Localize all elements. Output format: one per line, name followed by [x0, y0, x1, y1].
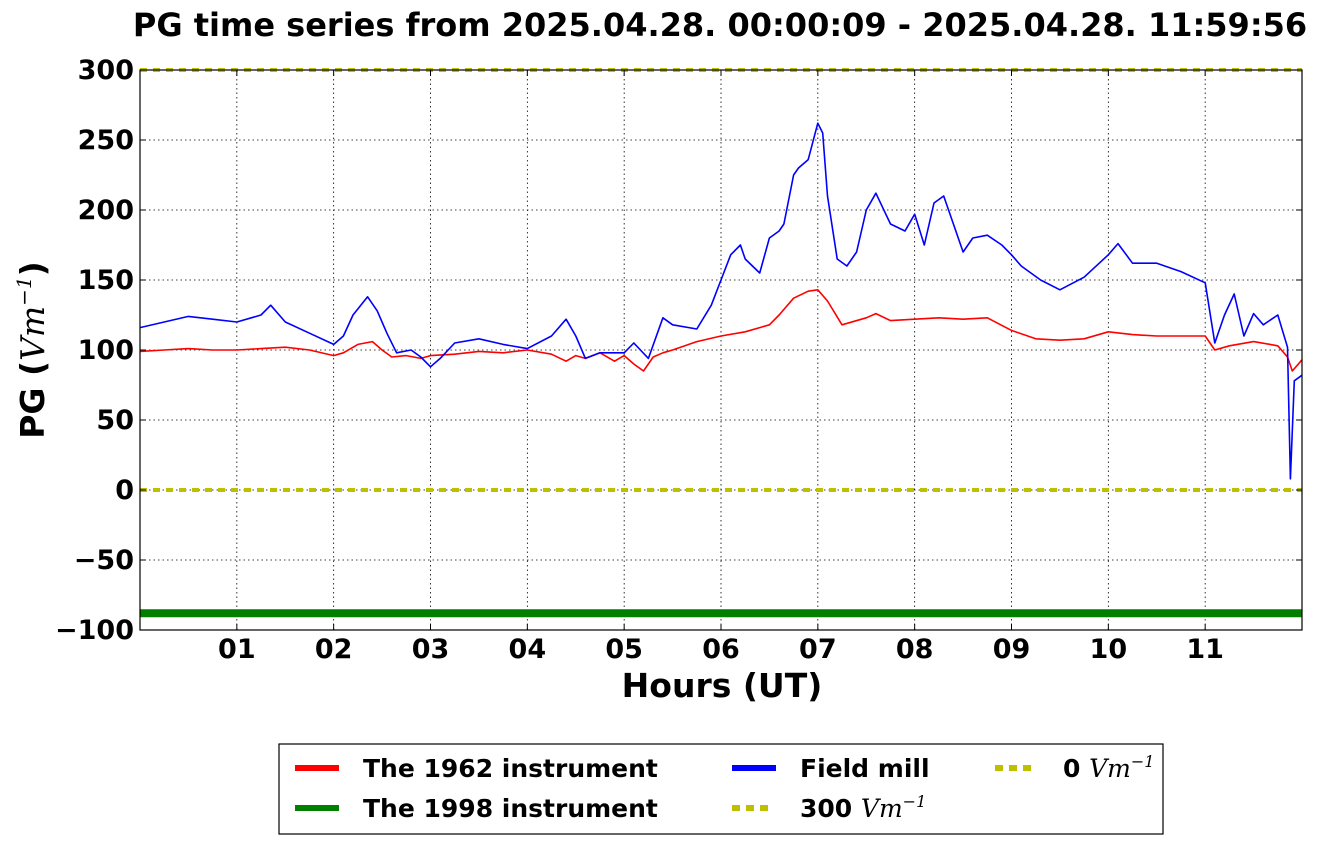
legend-label: The 1998 instrument — [363, 794, 658, 823]
y-tick-label: 200 — [78, 195, 134, 226]
legend-label: 300 Vm−1 — [800, 792, 926, 823]
y-axis-label-unit: Vm — [13, 306, 52, 361]
x-tick-label: 05 — [605, 634, 643, 665]
legend-label: Field mill — [800, 754, 930, 783]
x-tick-label: 09 — [993, 634, 1031, 665]
legend-label: 0 Vm−1 — [1063, 752, 1154, 783]
x-tick-label: 04 — [509, 634, 547, 665]
x-tick-label: 02 — [315, 634, 353, 665]
y-tick-label: −100 — [55, 615, 134, 646]
legend-box — [278, 743, 1164, 835]
y-axis-label-text: PG ( — [13, 361, 52, 439]
y-tick-label: 100 — [78, 335, 134, 366]
x-axis: 01 02 03 04 05 06 07 08 09 10 11 — [218, 70, 1224, 665]
plot-area — [139, 68, 1303, 631]
y-tick-label: 0 — [115, 475, 134, 506]
y-tick-label: −50 — [74, 545, 134, 576]
x-tick-label: 08 — [896, 634, 934, 665]
x-tick-label: 10 — [1090, 634, 1128, 665]
x-axis-label: Hours (UT) — [622, 666, 823, 705]
legend-entries: The 1962 instrument The 1998 instrument Fi… — [295, 752, 1154, 823]
y-tick-label: 150 — [78, 265, 134, 296]
y-axis-label: PG (Vm−1) — [12, 261, 52, 439]
x-tick-label: 03 — [412, 634, 450, 665]
x-tick-label: 06 — [702, 634, 740, 665]
x-tick-label: 07 — [799, 634, 837, 665]
y-axis: 300 250 200 150 100 50 0 −50 −100 — [55, 55, 1302, 646]
y-axis-label-exp: −1 — [12, 276, 36, 305]
y-tick-label: 50 — [96, 405, 134, 436]
chart-title: PG time series from 2025.04.28. 00:00:09… — [133, 6, 1307, 44]
x-tick-label: 01 — [218, 634, 256, 665]
y-tick-label: 250 — [78, 125, 134, 156]
legend: The 1962 instrument The 1998 instrument Fi… — [278, 743, 1164, 835]
legend-label: The 1962 instrument — [363, 754, 658, 783]
series-line-0 — [139, 288, 1303, 372]
series-line-2 — [139, 122, 1303, 480]
x-tick-label: 11 — [1186, 634, 1224, 665]
y-tick-label: 300 — [78, 55, 134, 86]
y-axis-label-close: ) — [13, 261, 52, 276]
